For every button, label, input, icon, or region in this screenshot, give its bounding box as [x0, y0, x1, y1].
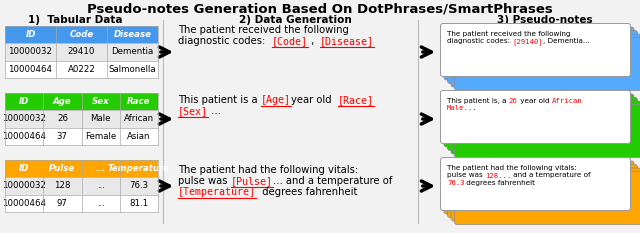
Text: , Dementia...: , Dementia...	[543, 38, 589, 45]
Text: A0222: A0222	[68, 65, 95, 74]
Text: 128: 128	[54, 182, 70, 191]
Text: 37: 37	[57, 132, 68, 141]
FancyBboxPatch shape	[447, 31, 637, 83]
FancyBboxPatch shape	[454, 38, 640, 90]
Text: 10000464: 10000464	[2, 199, 46, 208]
Text: and a temperature of: and a temperature of	[511, 172, 591, 178]
FancyBboxPatch shape	[444, 94, 634, 147]
Text: diagnostic codes:: diagnostic codes:	[178, 36, 271, 46]
Text: [Pulse]: [Pulse]	[230, 176, 273, 186]
Bar	[5, 128, 158, 145]
Text: 10000032: 10000032	[8, 48, 52, 56]
FancyBboxPatch shape	[440, 158, 630, 210]
Text: year old: year old	[291, 95, 338, 105]
Text: 29410: 29410	[68, 48, 95, 56]
Text: 76.3: 76.3	[447, 180, 465, 186]
Text: 3) Pseudo-notes: 3) Pseudo-notes	[497, 15, 593, 25]
Text: 10000032: 10000032	[2, 114, 46, 123]
Text: ID: ID	[19, 97, 29, 106]
Bar	[5, 43, 158, 61]
Text: Age: Age	[53, 97, 72, 106]
Text: [Age]: [Age]	[260, 95, 291, 105]
Text: Female: Female	[85, 132, 116, 141]
Bar	[5, 93, 158, 110]
Text: 10000464: 10000464	[8, 65, 52, 74]
Text: Salmonella: Salmonella	[109, 65, 156, 74]
Text: Male: Male	[90, 114, 111, 123]
Text: Dementia: Dementia	[111, 48, 154, 56]
Text: 2) Data Generation: 2) Data Generation	[239, 15, 351, 25]
Text: Disease: Disease	[113, 30, 152, 39]
Text: Code: Code	[69, 30, 93, 39]
Text: ID: ID	[26, 30, 36, 39]
FancyBboxPatch shape	[451, 101, 640, 154]
Text: ...: ...	[97, 182, 104, 191]
Text: 1)  Tabular Data: 1) Tabular Data	[28, 15, 122, 25]
Text: ...: ...	[208, 106, 221, 116]
Bar	[5, 61, 158, 78]
Text: ...: ...	[96, 164, 106, 173]
Text: Sex: Sex	[92, 97, 109, 106]
Text: Male...: Male...	[447, 106, 477, 112]
Bar	[5, 160, 158, 177]
Text: The patient received the following: The patient received the following	[178, 25, 349, 35]
Text: African: African	[552, 98, 582, 104]
Text: 76.3: 76.3	[129, 182, 148, 191]
FancyBboxPatch shape	[447, 164, 637, 217]
Text: The patient had the following vitals:: The patient had the following vitals:	[447, 165, 577, 171]
FancyBboxPatch shape	[454, 104, 640, 158]
Text: degrees fahrenheit: degrees fahrenheit	[465, 180, 536, 186]
Text: degrees fahrenheit: degrees fahrenheit	[256, 187, 357, 197]
FancyBboxPatch shape	[451, 34, 640, 87]
Text: 10000464: 10000464	[2, 132, 46, 141]
Text: pulse was: pulse was	[178, 176, 230, 186]
Text: [Temperature]: [Temperature]	[178, 187, 256, 197]
Text: [Sex]: [Sex]	[178, 106, 208, 116]
Text: 81.1: 81.1	[129, 199, 148, 208]
Bar	[5, 177, 158, 195]
Text: Temperature: Temperature	[108, 164, 170, 173]
Bar	[5, 26, 158, 43]
FancyBboxPatch shape	[454, 171, 640, 225]
FancyBboxPatch shape	[440, 24, 630, 76]
Bar	[5, 195, 158, 212]
Text: 26: 26	[509, 98, 518, 104]
Text: [Code]: [Code]	[271, 36, 307, 46]
Text: 10000032: 10000032	[2, 182, 46, 191]
Text: ID: ID	[19, 164, 29, 173]
FancyBboxPatch shape	[447, 97, 637, 151]
Text: [29140]: [29140]	[513, 38, 543, 45]
Text: The patient received the following: The patient received the following	[447, 31, 570, 37]
FancyBboxPatch shape	[444, 27, 634, 80]
Text: The patient had the following vitals:: The patient had the following vitals:	[178, 165, 358, 175]
Text: [Race]: [Race]	[338, 95, 374, 105]
FancyBboxPatch shape	[440, 90, 630, 144]
Text: ,: ,	[307, 36, 320, 46]
Text: ...: ...	[97, 199, 104, 208]
Text: Pulse: Pulse	[49, 164, 76, 173]
FancyBboxPatch shape	[444, 161, 634, 214]
Text: 26: 26	[57, 114, 68, 123]
Text: 97: 97	[57, 199, 68, 208]
Text: This patient is a: This patient is a	[178, 95, 260, 105]
Bar	[5, 110, 158, 128]
Text: Race: Race	[127, 97, 150, 106]
Text: pulse was: pulse was	[447, 172, 485, 178]
Text: African: African	[124, 114, 154, 123]
Text: 128...: 128...	[485, 172, 511, 178]
Text: Pseudo-notes Generation Based On DotPhrases/SmartPhrases: Pseudo-notes Generation Based On DotPhra…	[87, 2, 553, 15]
Text: This patient is, a: This patient is, a	[447, 98, 509, 104]
Text: Asian: Asian	[127, 132, 150, 141]
Text: ... and a temperature of: ... and a temperature of	[273, 176, 392, 186]
Text: [Disease]: [Disease]	[320, 36, 374, 46]
Text: year old: year old	[518, 98, 552, 104]
FancyBboxPatch shape	[451, 168, 640, 221]
Text: diagnostic codes:: diagnostic codes:	[447, 38, 513, 45]
